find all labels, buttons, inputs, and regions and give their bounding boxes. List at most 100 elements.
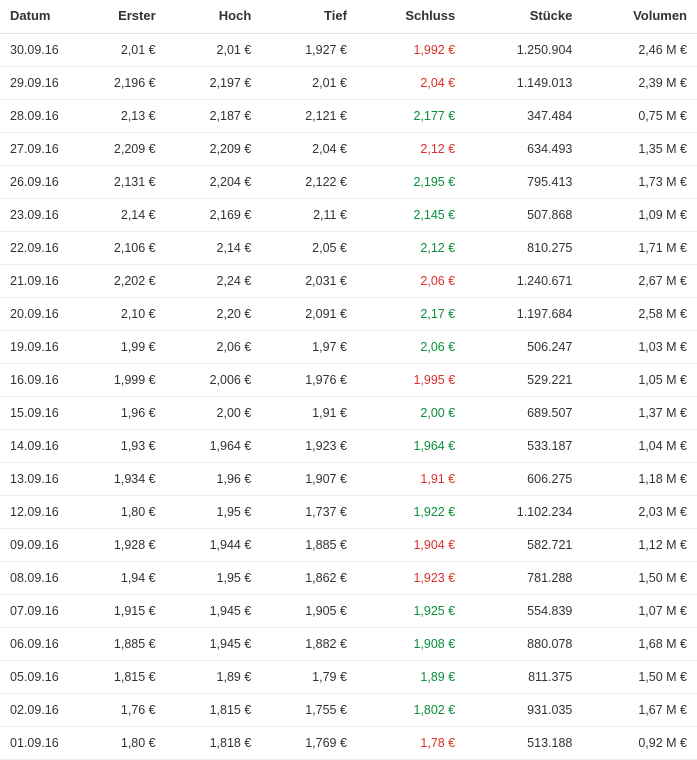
cell-schluss: 2,145 €: [357, 199, 465, 232]
cell-hoch: 2,197 €: [166, 67, 262, 100]
cell-schluss: 2,17 €: [357, 298, 465, 331]
cell-hoch: 2,187 €: [166, 100, 262, 133]
table-row: 26.09.162,131 €2,204 €2,122 €2,195 €795.…: [0, 166, 697, 199]
cell-schluss: 1,908 €: [357, 628, 465, 661]
cell-volumen: 0,75 M €: [582, 100, 697, 133]
cell-erster: 1,93 €: [70, 430, 166, 463]
cell-datum: 22.09.16: [0, 232, 70, 265]
cell-tief: 1,905 €: [261, 595, 357, 628]
cell-stuecke: 1.149.013: [465, 67, 582, 100]
cell-stuecke: 689.507: [465, 397, 582, 430]
cell-tief: 1,923 €: [261, 430, 357, 463]
cell-hoch: 1,945 €: [166, 595, 262, 628]
cell-stuecke: 795.413: [465, 166, 582, 199]
cell-schluss: 1,923 €: [357, 562, 465, 595]
cell-volumen: 2,39 M €: [582, 67, 697, 100]
cell-datum: 19.09.16: [0, 331, 70, 364]
cell-tief: 2,091 €: [261, 298, 357, 331]
cell-volumen: 1,50 M €: [582, 562, 697, 595]
cell-schluss: 2,12 €: [357, 133, 465, 166]
cell-erster: 1,94 €: [70, 562, 166, 595]
cell-hoch: 2,169 €: [166, 199, 262, 232]
table-row: 05.09.161,815 €1,89 €1,79 €1,89 €811.375…: [0, 661, 697, 694]
cell-tief: 2,05 €: [261, 232, 357, 265]
cell-tief: 1,862 €: [261, 562, 357, 595]
cell-volumen: 1,71 M €: [582, 232, 697, 265]
table-row: 09.09.161,928 €1,944 €1,885 €1,904 €582.…: [0, 529, 697, 562]
cell-volumen: 1,37 M €: [582, 397, 697, 430]
cell-erster: 1,96 €: [70, 397, 166, 430]
table-row: 27.09.162,209 €2,209 €2,04 €2,12 €634.49…: [0, 133, 697, 166]
cell-hoch: 2,06 €: [166, 331, 262, 364]
cell-volumen: 1,18 M €: [582, 463, 697, 496]
cell-hoch: 1,818 €: [166, 727, 262, 760]
table-row: 08.09.161,94 €1,95 €1,862 €1,923 €781.28…: [0, 562, 697, 595]
cell-volumen: 2,46 M €: [582, 34, 697, 67]
cell-schluss: 1,992 €: [357, 34, 465, 67]
cell-erster: 1,80 €: [70, 496, 166, 529]
table-body: 30.09.162,01 €2,01 €1,927 €1,992 €1.250.…: [0, 34, 697, 760]
col-header-volumen[interactable]: Volumen: [582, 0, 697, 34]
table-row: 22.09.162,106 €2,14 €2,05 €2,12 €810.275…: [0, 232, 697, 265]
cell-tief: 1,79 €: [261, 661, 357, 694]
cell-schluss: 2,00 €: [357, 397, 465, 430]
cell-hoch: 1,95 €: [166, 562, 262, 595]
cell-stuecke: 513.188: [465, 727, 582, 760]
cell-datum: 27.09.16: [0, 133, 70, 166]
cell-erster: 1,915 €: [70, 595, 166, 628]
cell-tief: 1,885 €: [261, 529, 357, 562]
table-row: 01.09.161,80 €1,818 €1,769 €1,78 €513.18…: [0, 727, 697, 760]
table-row: 14.09.161,93 €1,964 €1,923 €1,964 €533.1…: [0, 430, 697, 463]
cell-hoch: 1,944 €: [166, 529, 262, 562]
cell-tief: 1,907 €: [261, 463, 357, 496]
cell-stuecke: 880.078: [465, 628, 582, 661]
cell-tief: 1,882 €: [261, 628, 357, 661]
table-row: 06.09.161,885 €1,945 €1,882 €1,908 €880.…: [0, 628, 697, 661]
cell-stuecke: 529.221: [465, 364, 582, 397]
cell-erster: 1,80 €: [70, 727, 166, 760]
cell-datum: 23.09.16: [0, 199, 70, 232]
col-header-hoch[interactable]: Hoch: [166, 0, 262, 34]
table-row: 28.09.162,13 €2,187 €2,121 €2,177 €347.4…: [0, 100, 697, 133]
cell-erster: 2,209 €: [70, 133, 166, 166]
cell-volumen: 1,07 M €: [582, 595, 697, 628]
cell-stuecke: 1.197.684: [465, 298, 582, 331]
table-row: 15.09.161,96 €2,00 €1,91 €2,00 €689.5071…: [0, 397, 697, 430]
cell-hoch: 2,204 €: [166, 166, 262, 199]
col-header-datum[interactable]: Datum: [0, 0, 70, 34]
cell-datum: 01.09.16: [0, 727, 70, 760]
col-header-schluss[interactable]: Schluss: [357, 0, 465, 34]
cell-schluss: 1,802 €: [357, 694, 465, 727]
cell-datum: 20.09.16: [0, 298, 70, 331]
cell-volumen: 1,73 M €: [582, 166, 697, 199]
cell-stuecke: 507.868: [465, 199, 582, 232]
col-header-tief[interactable]: Tief: [261, 0, 357, 34]
table-row: 20.09.162,10 €2,20 €2,091 €2,17 €1.197.6…: [0, 298, 697, 331]
table-row: 21.09.162,202 €2,24 €2,031 €2,06 €1.240.…: [0, 265, 697, 298]
cell-erster: 1,76 €: [70, 694, 166, 727]
cell-volumen: 1,09 M €: [582, 199, 697, 232]
col-header-erster[interactable]: Erster: [70, 0, 166, 34]
cell-hoch: 1,95 €: [166, 496, 262, 529]
cell-schluss: 1,904 €: [357, 529, 465, 562]
cell-tief: 2,04 €: [261, 133, 357, 166]
cell-stuecke: 931.035: [465, 694, 582, 727]
cell-stuecke: 582.721: [465, 529, 582, 562]
cell-stuecke: 811.375: [465, 661, 582, 694]
cell-datum: 07.09.16: [0, 595, 70, 628]
cell-schluss: 1,922 €: [357, 496, 465, 529]
cell-erster: 1,815 €: [70, 661, 166, 694]
cell-volumen: 2,03 M €: [582, 496, 697, 529]
table-row: 30.09.162,01 €2,01 €1,927 €1,992 €1.250.…: [0, 34, 697, 67]
cell-hoch: 2,24 €: [166, 265, 262, 298]
cell-volumen: 0,92 M €: [582, 727, 697, 760]
cell-erster: 2,10 €: [70, 298, 166, 331]
table-header: Datum Erster Hoch Tief Schluss Stücke Vo…: [0, 0, 697, 34]
cell-hoch: 1,89 €: [166, 661, 262, 694]
cell-stuecke: 554.839: [465, 595, 582, 628]
table-row: 29.09.162,196 €2,197 €2,01 €2,04 €1.149.…: [0, 67, 697, 100]
cell-stuecke: 781.288: [465, 562, 582, 595]
cell-schluss: 2,06 €: [357, 265, 465, 298]
cell-datum: 08.09.16: [0, 562, 70, 595]
col-header-stuecke[interactable]: Stücke: [465, 0, 582, 34]
